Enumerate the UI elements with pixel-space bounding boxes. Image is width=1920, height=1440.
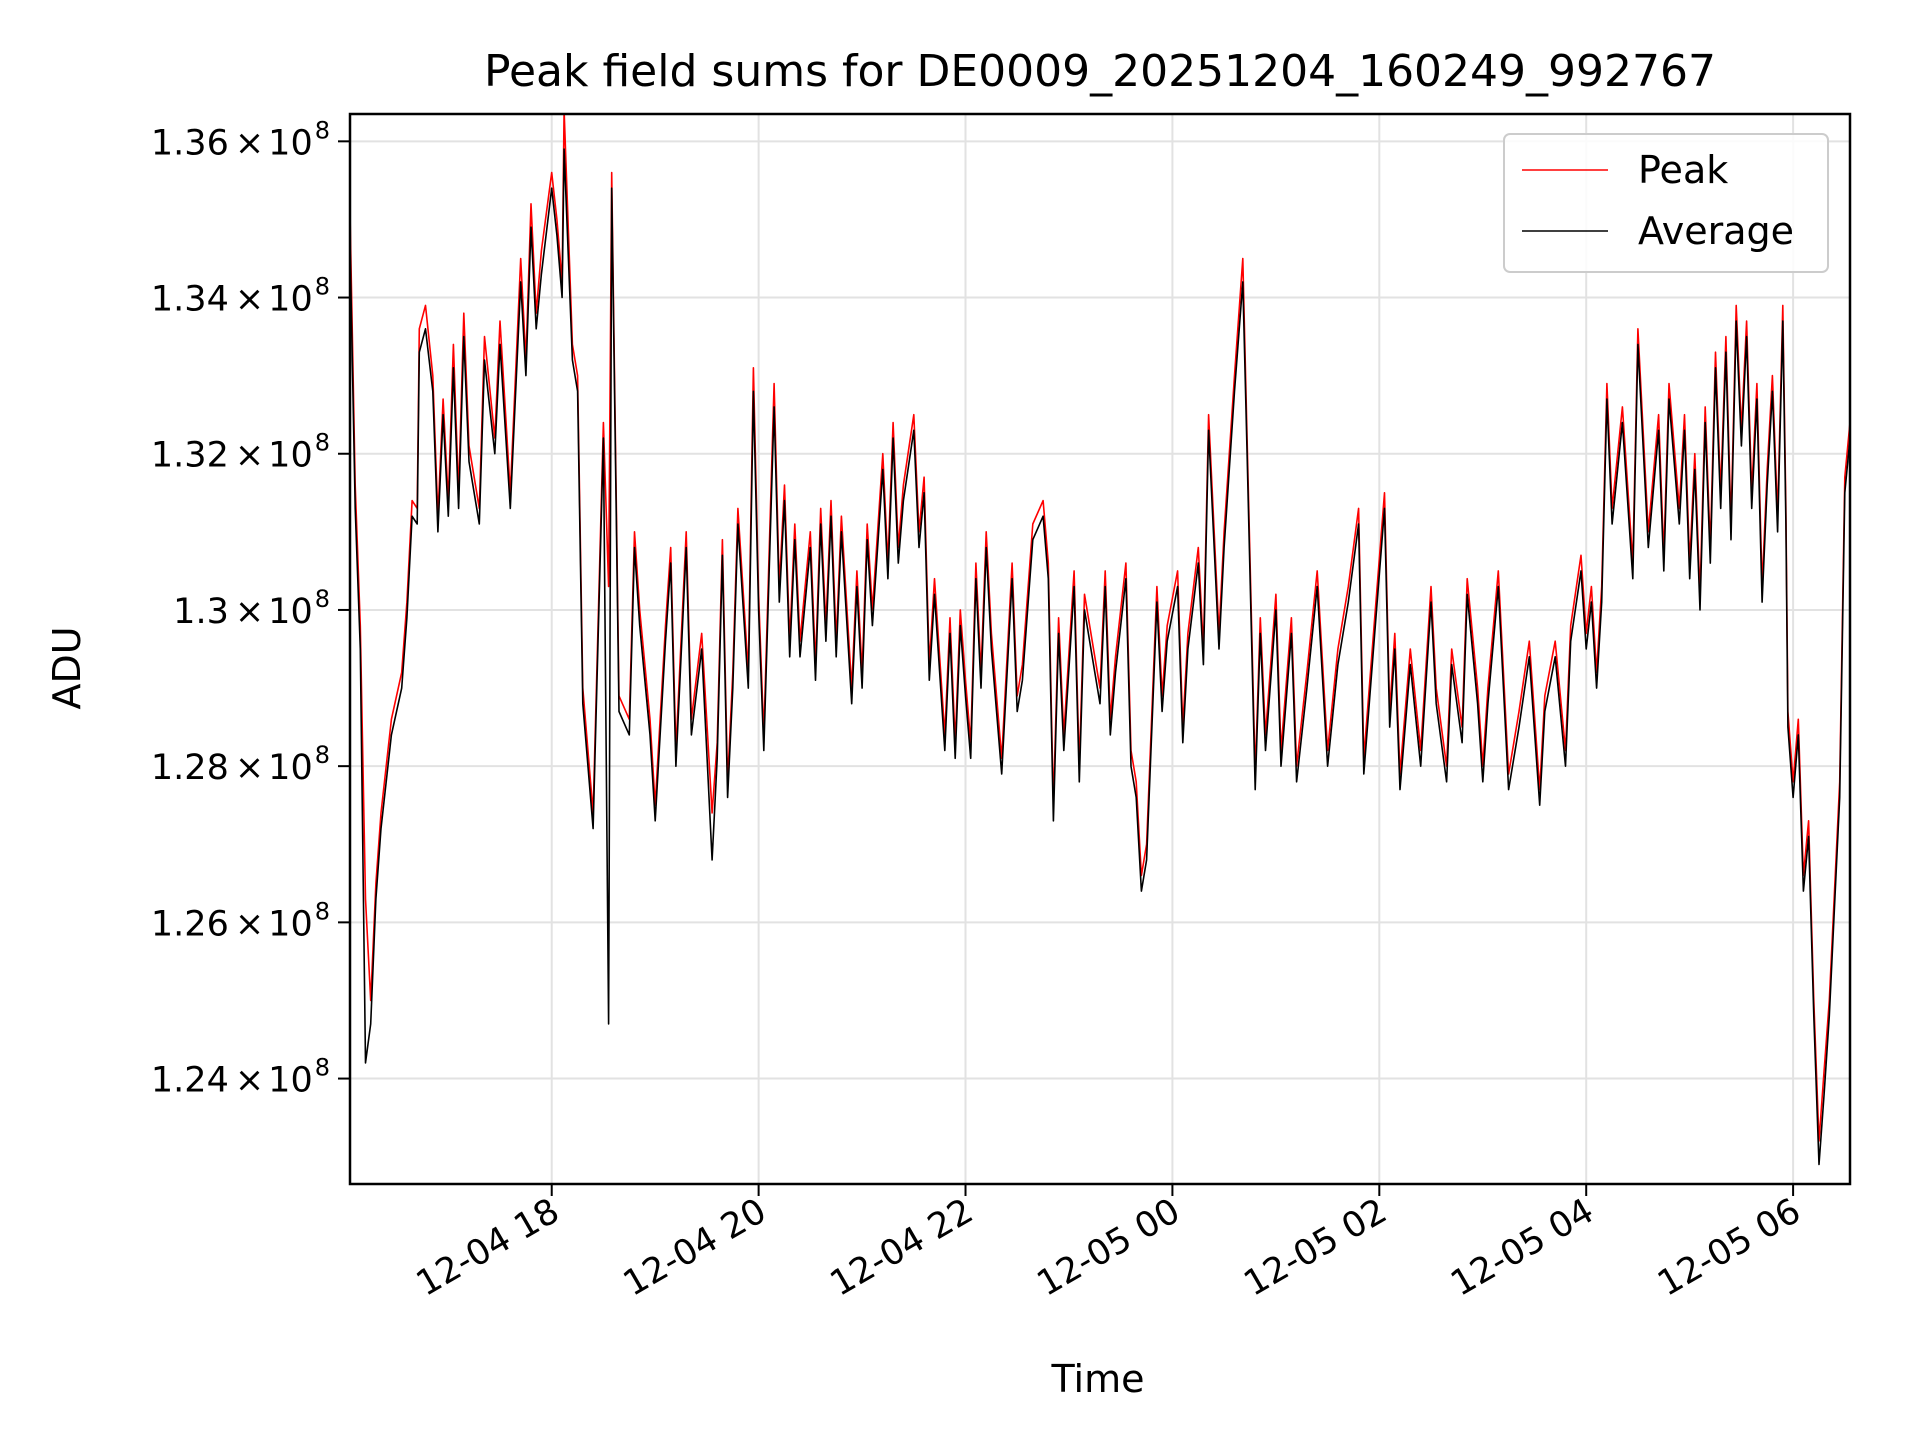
y-tick-mantissa: 1.34 [151,280,229,320]
y-tick-base: 10 [268,123,313,163]
y-tick-label: 1.26 × 108 [151,897,330,944]
y-tick-base: 10 [268,904,313,944]
legend: Peak Average [1503,133,1829,273]
y-tick-times: × [235,280,264,320]
y-tick-mantissa: 1.32 [151,436,229,476]
y-tick-mantissa: 1.3 [173,592,229,632]
y-tick-exponent: 8 [315,897,330,925]
y-tick-times: × [235,904,264,944]
y-tick-base: 10 [268,280,313,320]
y-tick-mantissa: 1.24 [151,1061,229,1101]
y-tick-base: 10 [268,592,313,632]
y-tick-label: 1.32 × 108 [151,429,330,476]
y-tick-label: 1.3 × 108 [173,585,330,632]
y-axis-label: ADU [45,626,89,709]
y-tick-exponent: 8 [315,1054,330,1082]
series-layer [350,114,1850,1166]
y-tick-label: 1.24 × 108 [151,1054,330,1101]
plot-frame [348,112,1852,1186]
y-tick-label: 1.36 × 108 [151,116,330,163]
legend-box [1503,133,1829,273]
y-tick-exponent: 8 [315,429,330,457]
y-tick-label: 1.34 × 108 [151,273,330,320]
y-tick-times: × [235,123,264,163]
y-tick-base: 10 [268,1061,313,1101]
y-tick-times: × [235,592,264,632]
y-tick-label: 1.28 × 108 [151,741,330,788]
y-tick-exponent: 8 [315,116,330,144]
y-tick-base: 10 [268,748,313,788]
chart-title: Peak field sums for DE0009_20251204_1602… [484,46,1716,97]
y-tick-mantissa: 1.28 [151,748,229,788]
y-tick-times: × [235,436,264,476]
y-tick-base: 10 [268,436,313,476]
y-tick-times: × [235,748,264,788]
y-tick-times: × [235,1061,264,1101]
legend-average-label: Average [1638,209,1794,253]
y-tick-exponent: 8 [315,585,330,613]
y-tick-exponent: 8 [315,273,330,301]
y-tick-mantissa: 1.26 [151,904,229,944]
series-line-average [350,148,1850,1166]
y-tick-mantissa: 1.36 [151,123,229,163]
y-tick-exponent: 8 [315,741,330,769]
legend-peak-label: Peak [1638,148,1728,192]
x-axis-label: Time [1051,1357,1145,1401]
